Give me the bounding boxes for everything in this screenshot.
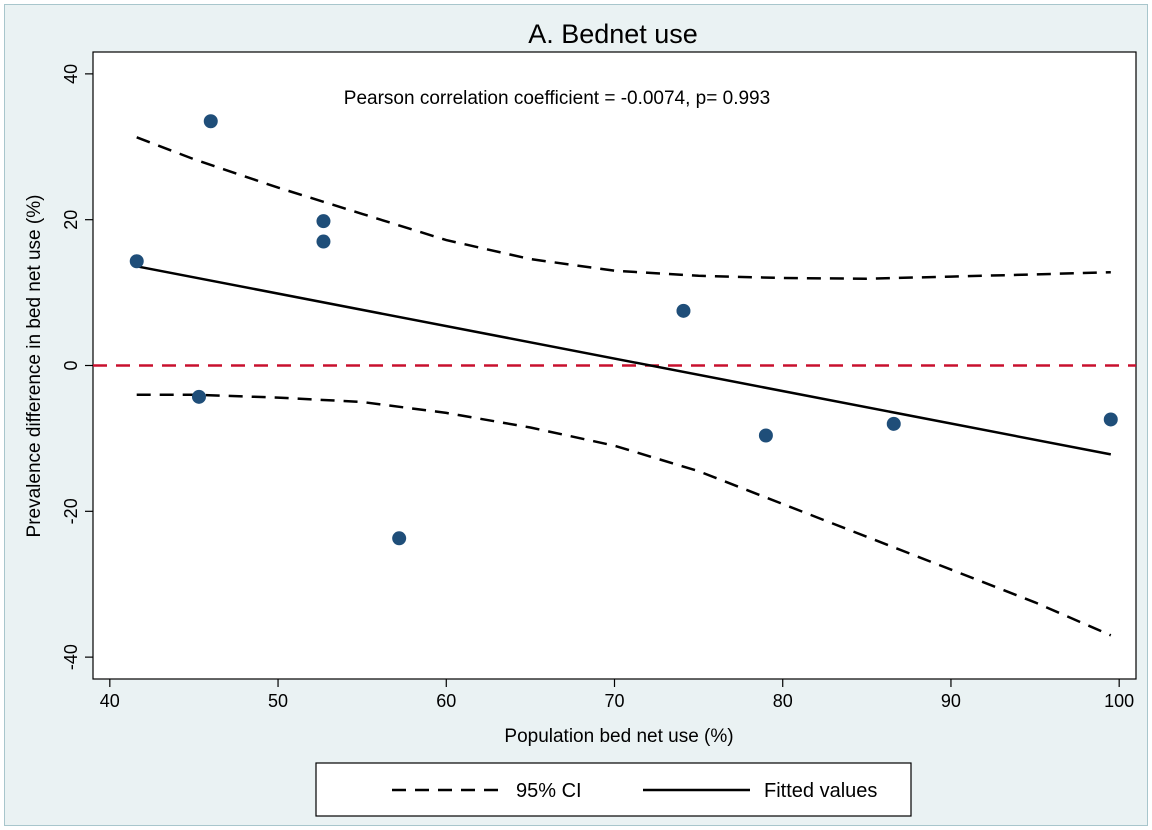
correlation-annotation: Pearson correlation coefficient = -0.007… — [344, 88, 770, 109]
data-point — [1103, 412, 1118, 427]
x-tick-label: 70 — [604, 691, 624, 711]
x-axis-title: Population bed net use (%) — [504, 726, 733, 747]
chart-lines — [93, 136, 1136, 637]
legend-fitted-label: Fitted values — [764, 780, 877, 802]
y-axis-title: Prevalence difference in bed net use (%) — [24, 195, 45, 538]
data-point — [886, 416, 901, 431]
x-tick-label: 60 — [436, 691, 456, 711]
y-tick-label: -40 — [61, 644, 81, 670]
y-tick-label: 0 — [61, 360, 81, 370]
legend-ci-label: 95% CI — [516, 780, 582, 802]
x-tick-label: 50 — [268, 691, 288, 711]
data-point — [316, 214, 331, 229]
ci-upper-line — [136, 136, 1111, 280]
x-tick-label: 80 — [773, 691, 793, 711]
data-point — [203, 114, 218, 129]
data-points — [129, 114, 1118, 546]
y-tick-label: 40 — [61, 64, 81, 84]
x-tick-label: 40 — [100, 691, 120, 711]
data-point — [129, 254, 144, 269]
data-point — [392, 531, 407, 546]
fitted-line — [136, 265, 1112, 456]
y-tick-label: 20 — [61, 210, 81, 230]
ci-lower-line — [136, 393, 1112, 637]
y-tick-label: -20 — [61, 498, 81, 524]
x-tick-label: 90 — [941, 691, 961, 711]
data-point — [191, 389, 206, 404]
legend: 95% CI Fitted values — [315, 762, 912, 817]
data-point — [758, 428, 773, 443]
chart-title: A. Bednet use — [528, 19, 698, 49]
data-point — [316, 234, 331, 249]
data-point — [676, 303, 691, 318]
x-tick-label: 100 — [1104, 691, 1134, 711]
axis-ticks: 40 50 60 70 80 90 100 -40 -20 0 20 40 — [61, 64, 1134, 711]
